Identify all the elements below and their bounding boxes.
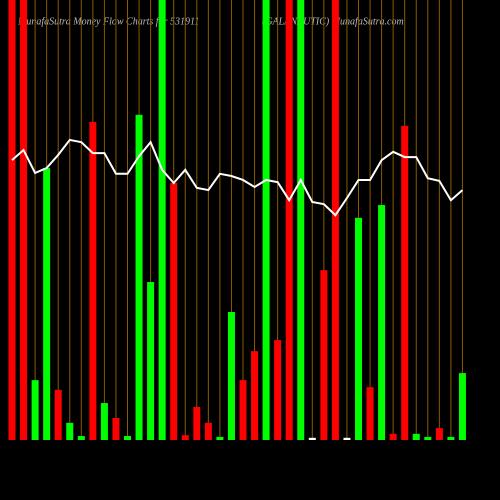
bar xyxy=(77,436,85,440)
bar xyxy=(331,0,339,440)
bar xyxy=(204,422,212,440)
bar xyxy=(355,217,362,440)
bar xyxy=(43,168,51,440)
bar xyxy=(100,403,108,440)
bar xyxy=(193,407,201,440)
bar xyxy=(170,183,178,441)
chart-title: MunafaSutra Money Flow Charts for 531911 xyxy=(17,16,199,27)
bar xyxy=(89,121,97,440)
bar xyxy=(435,428,443,440)
bar xyxy=(54,389,62,440)
bar xyxy=(112,418,120,440)
bar xyxy=(216,436,224,440)
bar xyxy=(412,433,420,440)
bar xyxy=(181,435,189,440)
bar xyxy=(147,282,155,440)
bar xyxy=(424,436,432,440)
bar xyxy=(262,0,270,440)
bar xyxy=(274,340,282,440)
bar xyxy=(366,387,374,440)
bar xyxy=(297,0,305,440)
money-flow-line xyxy=(11,138,464,217)
bar xyxy=(66,422,74,440)
bar xyxy=(378,205,386,440)
bar xyxy=(285,0,293,440)
bar xyxy=(158,0,166,440)
bar xyxy=(31,380,39,440)
bar xyxy=(251,351,259,440)
bar xyxy=(343,437,351,440)
bar xyxy=(124,436,131,440)
bar xyxy=(389,433,397,440)
bar xyxy=(308,437,316,440)
bar xyxy=(227,311,235,440)
bar xyxy=(401,125,409,440)
bar xyxy=(447,436,455,440)
bar xyxy=(8,0,16,440)
bar xyxy=(458,373,466,440)
bar xyxy=(135,114,143,440)
bar xyxy=(20,0,28,440)
bar xyxy=(239,380,247,440)
bar xyxy=(320,270,328,440)
